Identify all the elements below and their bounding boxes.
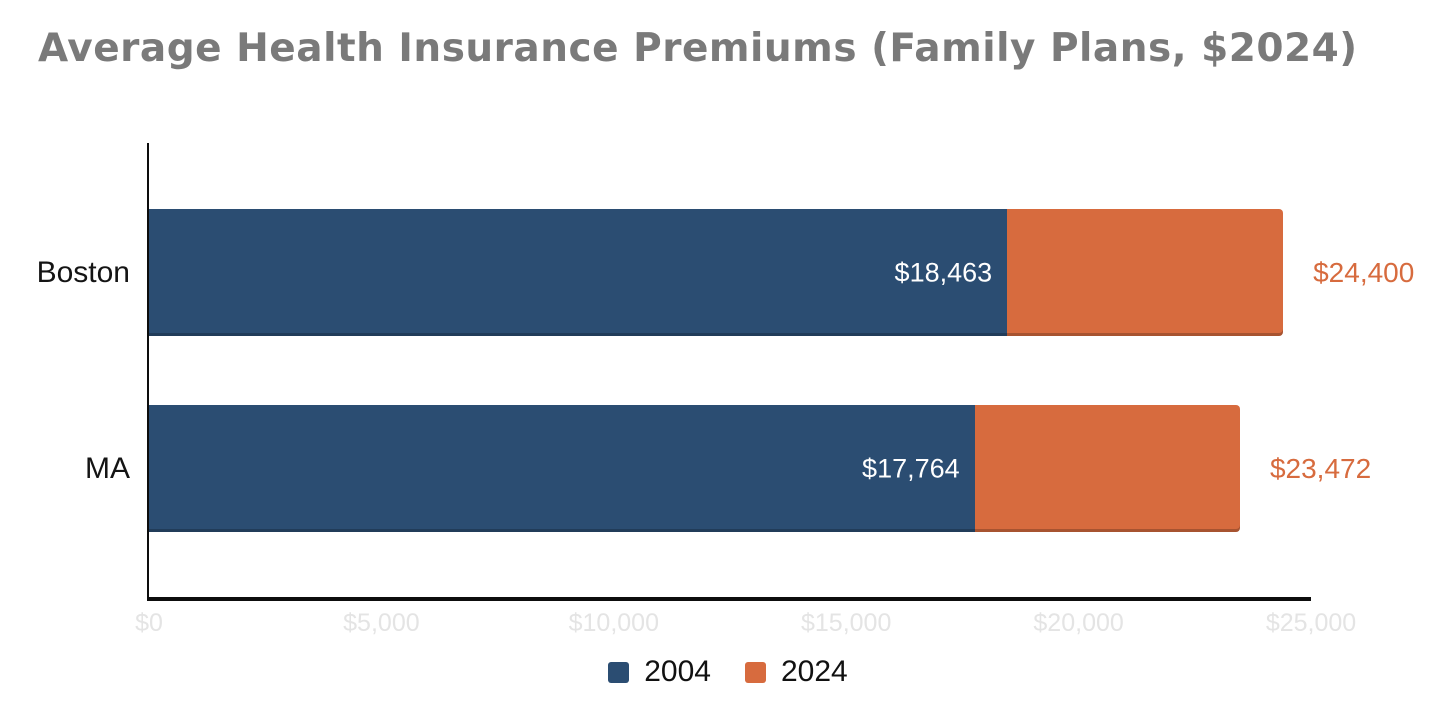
- category-label-boston: Boston: [36, 255, 130, 289]
- x-tick-label: $10,000: [568, 609, 659, 637]
- legend-label-2004: 2004: [644, 655, 711, 688]
- x-tick-label: $25,000: [1265, 609, 1357, 637]
- bar-total-label: $23,472: [1269, 452, 1372, 484]
- legend-item-2024: 2024: [745, 655, 848, 689]
- bar-row-boston: $18,463 $24,400: [149, 209, 1414, 336]
- legend-swatch-2004: [608, 661, 630, 683]
- plot-area: $18,463 $24,400 $17,764 $23,472 $0 $5,000…: [135, 143, 1414, 637]
- bar-2004: $18,463: [149, 209, 1008, 336]
- chart-title: Average Health Insurance Premiums (Famil…: [38, 26, 1358, 71]
- legend: 2004 2024: [0, 655, 1456, 689]
- bar-2024: [974, 405, 1240, 532]
- legend-swatch-2024: [745, 661, 766, 683]
- category-label-ma: MA: [85, 451, 130, 485]
- bar-row-ma: $17,764 $23,472: [149, 405, 1371, 532]
- bar-2004: $17,764: [149, 405, 975, 532]
- x-axis-ticks: $0 $5,000 $10,000 $15,000 $20,000 $25,000: [135, 609, 1356, 639]
- bar-2024: [1007, 209, 1284, 336]
- legend-label-2024: 2024: [781, 655, 848, 688]
- legend-item-2004: 2004: [608, 655, 711, 689]
- x-tick-label: $15,000: [801, 609, 892, 637]
- x-tick-label: $20,000: [1033, 609, 1124, 637]
- bar-total-label: $24,400: [1313, 256, 1415, 288]
- x-tick-label: $0: [135, 609, 163, 637]
- bar-2004-value-label: $17,764: [862, 453, 960, 483]
- bar-2004-value-label: $18,463: [894, 257, 993, 287]
- x-tick-label: $5,000: [343, 609, 420, 637]
